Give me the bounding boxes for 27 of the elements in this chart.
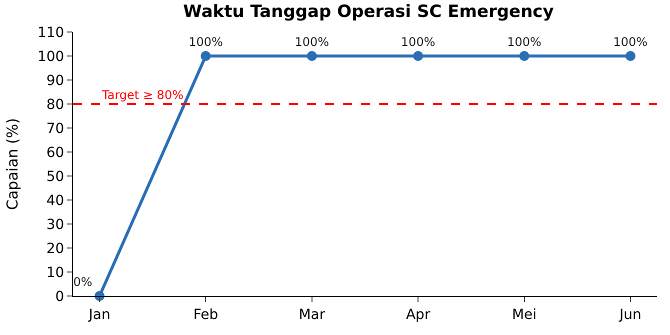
- y-axis-title: Capaian (%): [4, 118, 22, 210]
- data-label: 0%: [73, 274, 92, 289]
- y-tick-label: 60: [46, 144, 64, 161]
- x-tick-label: Feb: [193, 306, 218, 323]
- data-label: 100%: [613, 34, 648, 49]
- y-tick-label: 30: [46, 216, 64, 233]
- y-tick-label: 0: [55, 288, 64, 305]
- y-tick-label: 90: [46, 72, 64, 89]
- data-label: 100%: [294, 34, 330, 49]
- y-tick-label: 50: [46, 168, 64, 185]
- x-tick-label: Mei: [512, 306, 537, 323]
- data-label: 100%: [400, 34, 436, 49]
- y-tick-label: 80: [46, 96, 64, 113]
- chart-title: Waktu Tanggap Operasi SC Emergency: [183, 2, 554, 22]
- y-tick-label: 40: [46, 192, 64, 209]
- y-tick-label: 110: [37, 24, 64, 41]
- y-tick-label: 20: [46, 240, 64, 257]
- y-tick-label: 10: [46, 264, 64, 281]
- data-label: 100%: [188, 34, 223, 49]
- x-tick-label: Jun: [618, 306, 642, 323]
- y-tick-label: 70: [46, 120, 64, 137]
- y-tick-label: 100: [37, 48, 64, 65]
- ref-line-label: Target ≥ 80%: [101, 88, 184, 102]
- x-tick-label: Jan: [88, 306, 110, 323]
- data-label: 100%: [507, 34, 542, 49]
- x-tick-label: Mar: [298, 306, 326, 323]
- x-tick-label: Apr: [406, 306, 430, 323]
